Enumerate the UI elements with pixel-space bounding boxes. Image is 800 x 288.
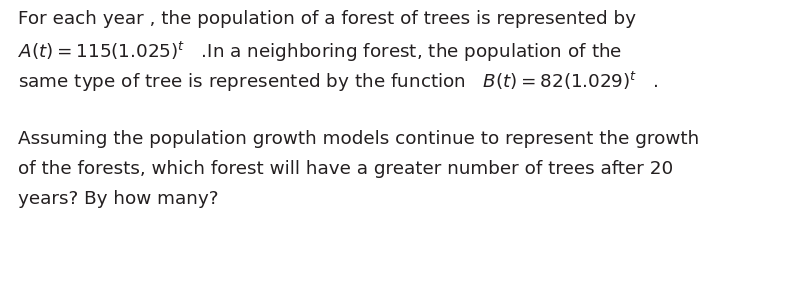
Text: For each year , the population of a forest of trees is represented by: For each year , the population of a fore… (18, 10, 636, 28)
Text: of the forests, which forest will have a greater number of trees after 20: of the forests, which forest will have a… (18, 160, 674, 178)
Text: $A(t) = 115(1.025)^{t}$   .In a neighboring forest, the population of the: $A(t) = 115(1.025)^{t}$ .In a neighborin… (18, 40, 622, 64)
Text: same type of tree is represented by the function   $B(t) = 82(1.029)^{t}$   .: same type of tree is represented by the … (18, 70, 658, 94)
Text: years? By how many?: years? By how many? (18, 190, 218, 208)
Text: Assuming the population growth models continue to represent the growth: Assuming the population growth models co… (18, 130, 699, 148)
